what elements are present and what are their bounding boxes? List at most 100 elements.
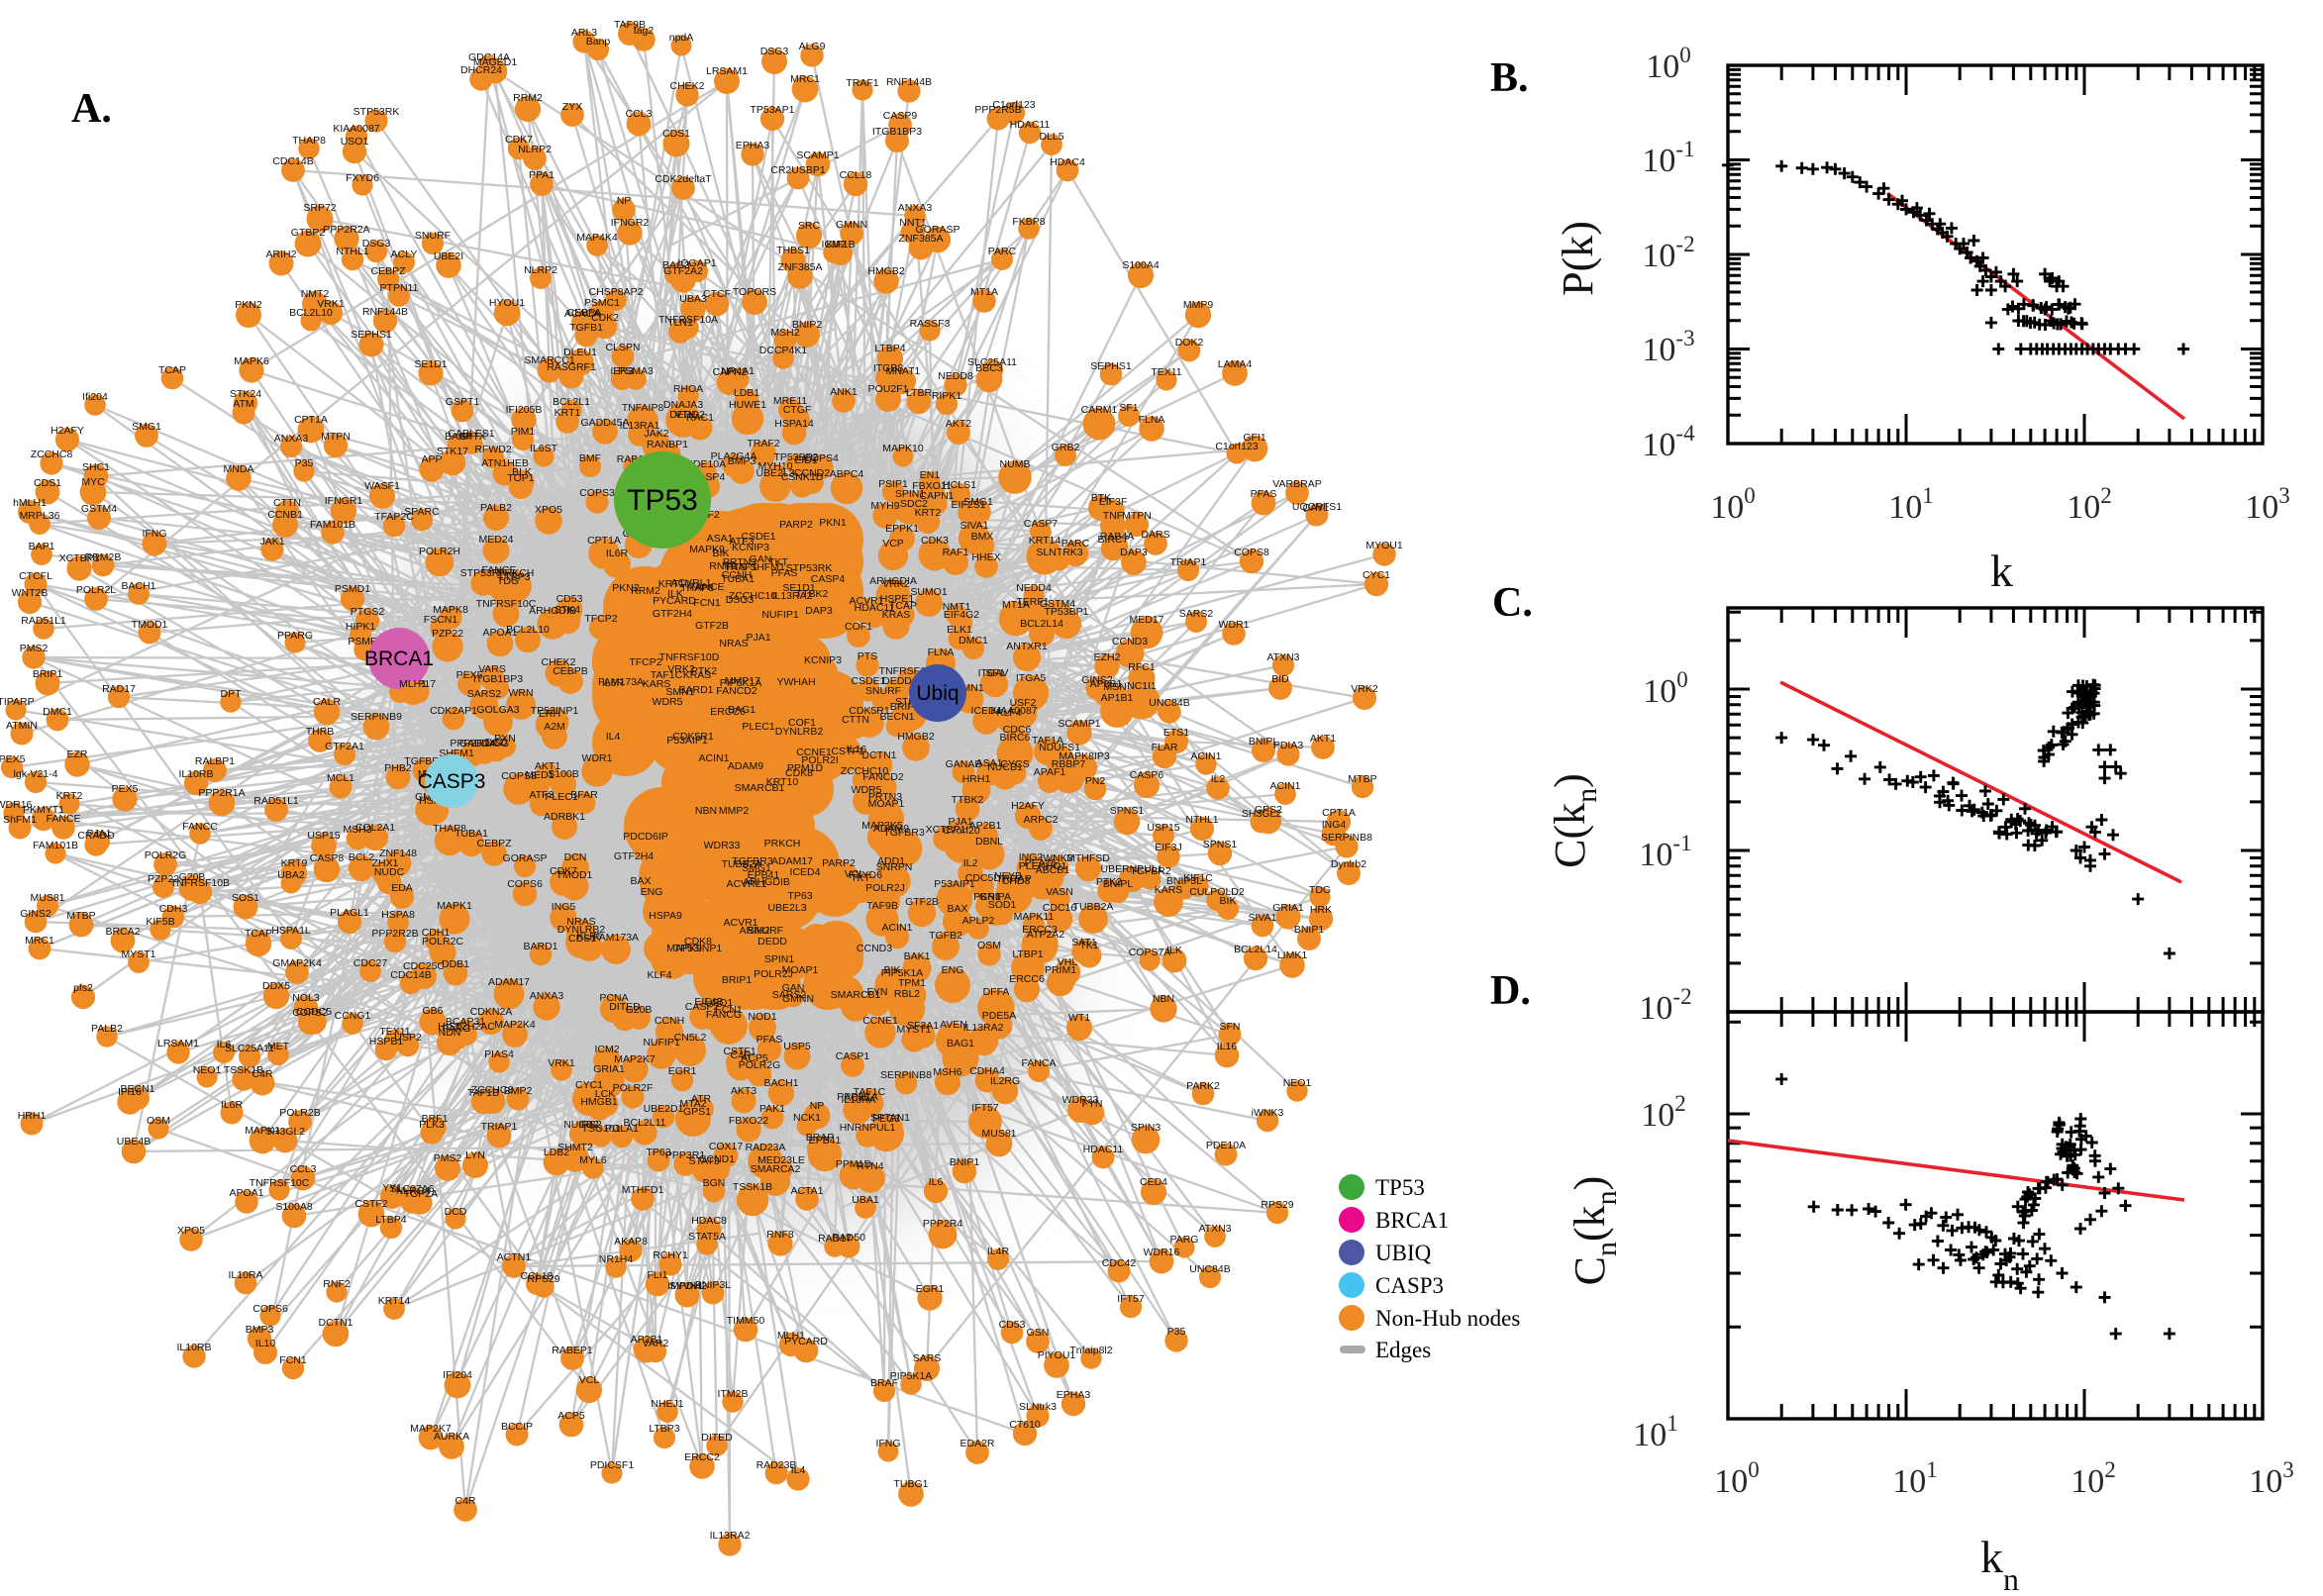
svg-text:CSTF2: CSTF2 (354, 1198, 387, 1210)
svg-text:IL6: IL6 (217, 1039, 232, 1050)
svg-text:DMC1: DMC1 (43, 706, 72, 718)
svg-text:JAK1: JAK1 (259, 536, 284, 548)
svg-text:BCCIP: BCCIP (501, 1421, 533, 1433)
svg-text:IL4R: IL4R (987, 1246, 1010, 1257)
svg-text:SERPINB8: SERPINB8 (1321, 832, 1372, 844)
svg-text:STAT5A: STAT5A (688, 1231, 726, 1243)
svg-text:CDC14B: CDC14B (390, 969, 431, 981)
svg-text:HSPA1L: HSPA1L (271, 925, 311, 937)
svg-text:EIF3J: EIF3J (1155, 842, 1181, 853)
svg-text:EGR1: EGR1 (916, 1283, 945, 1295)
svg-text:MYST1: MYST1 (121, 948, 155, 960)
svg-text:SHC1: SHC1 (82, 461, 110, 473)
svg-text:S100A8: S100A8 (275, 1201, 313, 1213)
svg-text:THAP8: THAP8 (433, 823, 466, 835)
svg-text:ERCC6: ERCC6 (1009, 973, 1045, 985)
svg-text:RNF2: RNF2 (709, 560, 737, 572)
svg-text:GSTM4: GSTM4 (81, 503, 117, 515)
svg-text:APTX: APTX (458, 431, 485, 443)
svg-text:TFCP2: TFCP2 (629, 656, 661, 668)
svg-text:NMT1: NMT1 (943, 601, 971, 613)
svg-text:SF3A1: SF3A1 (907, 1020, 939, 1032)
svg-text:PJA1: PJA1 (86, 828, 111, 840)
svg-text:BNIP1: BNIP1 (1294, 924, 1325, 936)
svg-text:PARP2: PARP2 (822, 857, 856, 869)
svg-text:FSCN1: FSCN1 (424, 614, 458, 626)
svg-text:HSPA14: HSPA14 (774, 418, 814, 430)
svg-text:Ifi204: Ifi204 (82, 391, 108, 403)
svg-text:EDA2R: EDA2R (960, 1438, 994, 1449)
svg-text:PKN2: PKN2 (235, 299, 262, 311)
svg-text:DITED: DITED (701, 1432, 733, 1444)
svg-text:IL10: IL10 (255, 1338, 276, 1349)
svg-text:BAG1: BAG1 (947, 1038, 974, 1049)
svg-text:HSPA8: HSPA8 (381, 909, 415, 921)
svg-text:PDICSF1: PDICSF1 (590, 1459, 635, 1471)
svg-text:GRB2: GRB2 (1052, 442, 1080, 453)
svg-text:EPHA3: EPHA3 (1057, 1389, 1091, 1401)
svg-text:STK4: STK4 (555, 604, 580, 616)
svg-text:THBS1: THBS1 (776, 245, 810, 256)
svg-text:CPT1A: CPT1A (587, 535, 621, 547)
svg-text:CCL3: CCL3 (290, 1163, 317, 1175)
svg-text:SEPHS1: SEPHS1 (351, 329, 392, 341)
svg-text:RAD51L1: RAD51L1 (253, 795, 299, 807)
svg-text:RNF2: RNF2 (323, 1278, 351, 1290)
svg-text:BIRC7: BIRC7 (1098, 534, 1129, 546)
svg-text:BNIP1: BNIP1 (950, 1156, 980, 1168)
svg-text:ITGB1BP3: ITGB1BP3 (872, 126, 922, 138)
svg-text:BIK: BIK (884, 964, 901, 976)
svg-text:SRP72: SRP72 (303, 202, 336, 214)
svg-text:MOAP1: MOAP1 (868, 798, 905, 810)
svg-text:TGFB2: TGFB2 (929, 930, 962, 942)
svg-text:MAP3K5: MAP3K5 (861, 820, 903, 832)
svg-text:CDK5R1: CDK5R1 (849, 705, 890, 717)
svg-text:MYOU1: MYOU1 (1365, 540, 1403, 551)
svg-text:BID: BID (1271, 673, 1289, 685)
svg-text:ACP5: ACP5 (557, 1410, 585, 1422)
svg-text:ACIN1: ACIN1 (1270, 780, 1301, 792)
svg-text:G20B: G20B (179, 871, 206, 883)
svg-text:DMC1: DMC1 (959, 635, 988, 647)
svg-text:ATR: ATR (691, 1093, 712, 1105)
svg-text:PPA1: PPA1 (529, 169, 555, 181)
svg-text:PYCARD: PYCARD (784, 1336, 828, 1347)
svg-text:CCNB1: CCNB1 (267, 509, 303, 521)
svg-text:RTN4: RTN4 (857, 1160, 883, 1172)
svg-text:GB6: GB6 (422, 1005, 443, 1017)
svg-text:CASP6: CASP6 (1130, 769, 1164, 781)
svg-text:MSH3: MSH3 (343, 824, 371, 836)
svg-text:POU2F1: POU2F1 (868, 383, 909, 395)
svg-text:A2M: A2M (544, 721, 565, 733)
svg-text:RAD51L1: RAD51L1 (21, 615, 66, 627)
svg-text:ACTA1: ACTA1 (790, 1185, 823, 1197)
svg-text:ANXA3: ANXA3 (530, 990, 564, 1002)
svg-text:POLR2J: POLR2J (754, 968, 793, 980)
svg-text:STK24: STK24 (230, 388, 261, 400)
svg-text:SIVA1: SIVA1 (1249, 912, 1277, 924)
svg-text:PEX5: PEX5 (112, 783, 139, 795)
svg-text:TUBB2A: TUBB2A (722, 858, 762, 870)
svg-text:HSPA9: HSPA9 (649, 910, 682, 922)
svg-text:GTBP2: GTBP2 (291, 227, 326, 239)
svg-text:STK17: STK17 (437, 446, 468, 457)
svg-text:POLR2L: POLR2L (76, 584, 116, 596)
svg-text:RCHY1: RCHY1 (653, 1249, 688, 1261)
svg-text:ADAM17: ADAM17 (488, 976, 530, 988)
svg-text:DPT: DPT (221, 688, 243, 700)
svg-text:IL10RB: IL10RB (176, 1342, 211, 1353)
svg-text:pfs2: pfs2 (73, 982, 93, 994)
svg-text:CDS1: CDS1 (34, 477, 61, 489)
svg-text:TRAF2: TRAF2 (747, 438, 779, 449)
svg-text:MED17: MED17 (1129, 614, 1163, 626)
svg-text:RAD23A: RAD23A (746, 1142, 786, 1153)
svg-text:ING5: ING5 (552, 901, 576, 913)
svg-text:SPNS1: SPNS1 (1203, 839, 1238, 850)
svg-text:TAF9B: TAF9B (614, 19, 646, 31)
svg-text:GSN: GSN (1027, 1327, 1050, 1339)
svg-text:USP15: USP15 (307, 830, 340, 842)
svg-text:BAG3: BAG3 (662, 259, 690, 271)
svg-text:SOS1: SOS1 (232, 892, 259, 904)
svg-text:COPS3: COPS3 (579, 487, 615, 499)
svg-text:MT1A: MT1A (1002, 599, 1030, 611)
